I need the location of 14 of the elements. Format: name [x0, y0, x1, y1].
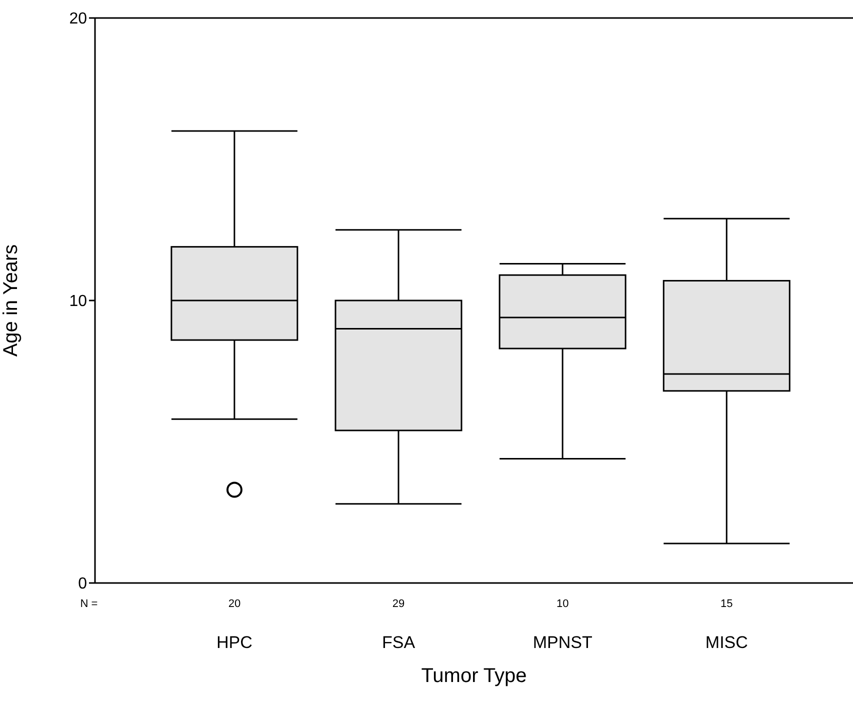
x-tick-label: MPNST	[532, 633, 592, 652]
x-tick-label: MISC	[705, 633, 748, 652]
x-axis-title: Tumor Type	[420, 665, 528, 688]
x-tick-label: HPC	[216, 633, 252, 652]
y-tick-label: 10	[69, 293, 88, 310]
text: 15	[720, 598, 733, 610]
x-tick-label: FSA	[382, 633, 416, 652]
text: 29	[392, 598, 405, 610]
text: 10	[556, 598, 569, 610]
text: N =	[80, 598, 98, 610]
text: 20	[228, 598, 241, 610]
y-tick-label: 20	[69, 10, 88, 28]
y-axis-title: Age in Years	[0, 244, 22, 357]
y-tick-label: 0	[78, 576, 88, 593]
